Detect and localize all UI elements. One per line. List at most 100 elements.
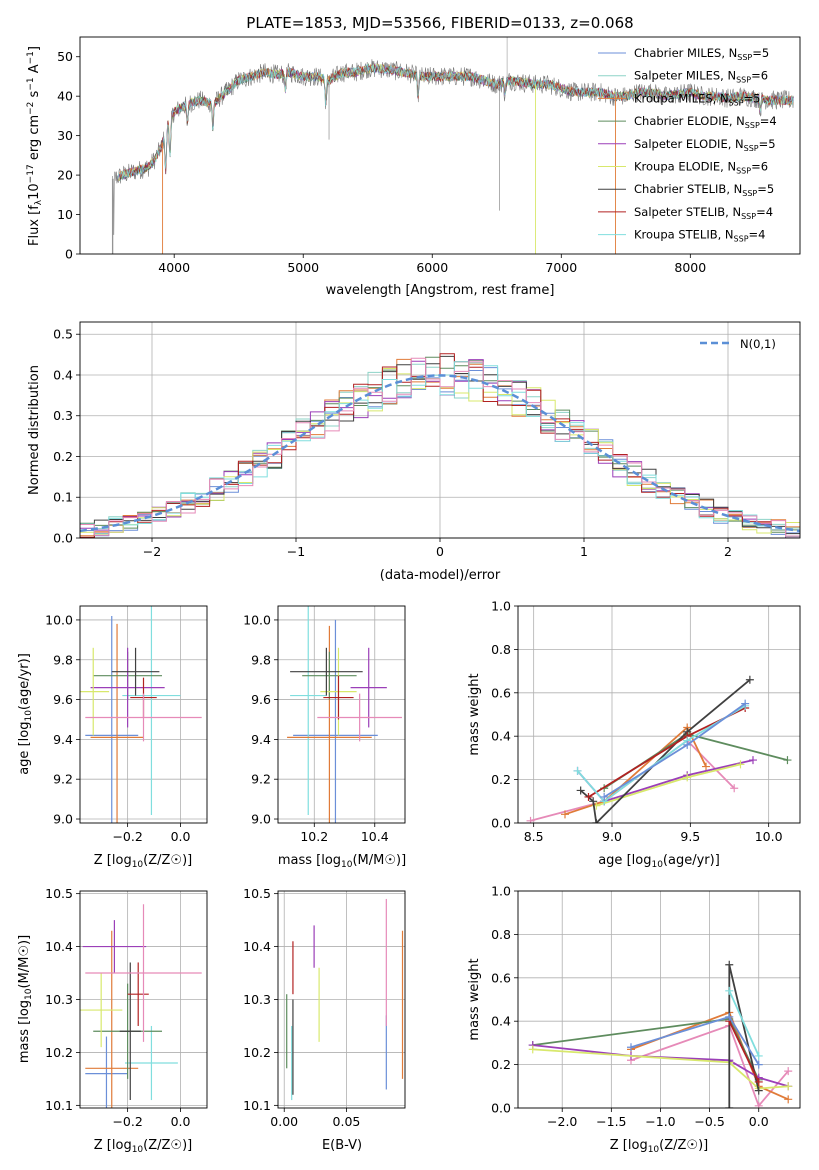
axes-frame — [79, 605, 208, 824]
grid-lines — [278, 606, 405, 823]
x-axis-label: Z [log10(Z/Z☉)] — [94, 853, 192, 870]
y-tick-label: 1.0 — [491, 884, 511, 899]
y-tick-label: 0.8 — [491, 927, 511, 942]
y-tick-label: 0.0 — [491, 1101, 511, 1116]
y-tick-label: 9.6 — [251, 692, 271, 707]
y-tick-label: 10.1 — [243, 1098, 271, 1113]
x-axis-label: age [log10(age/yr)] — [598, 853, 720, 870]
y-tick-label: 9.4 — [251, 732, 271, 747]
age-vs-metallicity-panel: −0.2 0.0 9.0 9.2 9.4 9.6 9.8 10.0 Z [log10(Z/Z☉)… — [17, 605, 208, 870]
histogram-step-7 — [80, 353, 800, 538]
x-tick-label: −0.2 — [112, 829, 142, 844]
y-tick-label: 10.4 — [243, 939, 271, 954]
weight-vs-metallicity-panel: −2.0 −1.5 −1.0 −0.5 0.0 0.0 0.2 0.4 0.6 0.8 1.0 mas… — [467, 884, 801, 1155]
legend: Chabrier MILES, NSSP=5 Salpeter MILES, NS… — [598, 46, 777, 244]
x-tick-label: 4000 — [158, 260, 190, 275]
y-tick-label: 50 — [57, 49, 73, 64]
y-tick-label: 0.0 — [491, 816, 511, 831]
spectrum-panel: 4000 5000 6000 7000 8000 0 10 20 30 40 50 Chabrier … — [26, 36, 801, 298]
plot-area — [528, 960, 793, 1108]
weight-marker — [576, 786, 585, 795]
legend-entry-2: Kroupa MILES, NSSP=5 — [634, 91, 760, 107]
y-tick-label: 0.4 — [53, 367, 73, 382]
y-axis-label: mass [log10(M/M☉)] — [17, 935, 34, 1063]
x-tick-label: 0 — [436, 544, 444, 559]
y-tick-label: 10.4 — [45, 939, 73, 954]
y-tick-label: 0.2 — [491, 772, 511, 787]
x-axis-label: (data-model)/error — [380, 568, 501, 583]
x-axis-label: Z [log10(Z/Z☉)] — [94, 1138, 192, 1155]
y-tick-label: 10 — [57, 207, 73, 222]
x-tick-label: 1 — [580, 544, 588, 559]
y-tick-label: 0.2 — [491, 1057, 511, 1072]
axes-frame — [517, 890, 801, 1109]
weight-marker — [526, 816, 535, 823]
x-tick-label: −0.2 — [112, 1114, 142, 1129]
x-tick-label: −1.5 — [596, 1114, 626, 1129]
legend-entry-8: Kroupa STELIB, NSSP=4 — [634, 228, 765, 244]
weight-line-6 — [728, 1020, 760, 1083]
weight-marker — [745, 675, 754, 684]
weight-marker — [626, 1043, 635, 1052]
model-line-7 — [119, 63, 794, 178]
grid-lines — [278, 891, 405, 1108]
y-tick-label: 0.4 — [491, 729, 511, 744]
weight-marker — [725, 986, 734, 995]
mass-vs-extinction-panel: 0.00 0.05 10.1 10.2 10.3 10.4 10.5 E(B-V) — [243, 886, 406, 1153]
weight-line-4 — [532, 1048, 789, 1090]
axes-frame — [517, 605, 801, 824]
weight-marker — [725, 1012, 734, 1021]
y-tick-label: 10.2 — [45, 1045, 73, 1060]
y-tick-label: 9.0 — [251, 812, 271, 827]
y-tick-label: 9.6 — [53, 692, 73, 707]
x-tick-label: 0.0 — [171, 1114, 191, 1129]
weight-marker — [784, 1082, 793, 1091]
weight-marker — [730, 784, 739, 793]
y-tick-label: 10.3 — [243, 992, 271, 1007]
y-tick-label: 10.0 — [45, 612, 73, 627]
y-tick-label: 9.2 — [251, 772, 271, 787]
model-line-6 — [119, 64, 794, 180]
axes-frame — [277, 605, 406, 824]
weight-marker — [528, 1045, 537, 1054]
y-tick-label: 0.8 — [491, 642, 511, 657]
y-tick-label: 10.1 — [45, 1098, 73, 1113]
x-tick-label: −2.0 — [547, 1114, 577, 1129]
plot-area — [80, 904, 202, 1108]
legend-entry-0: Chabrier MILES, NSSP=5 — [634, 46, 769, 62]
x-tick-label: 9.0 — [602, 829, 622, 844]
grid-lines — [518, 890, 800, 1109]
x-tick-label: 10.0 — [755, 829, 783, 844]
plot-area — [526, 675, 792, 823]
weight-marker — [584, 792, 593, 801]
weight-marker — [573, 766, 582, 775]
x-axis-label: wavelength [Angstrom, rest frame] — [326, 283, 555, 298]
weight-marker — [600, 792, 609, 801]
x-tick-label: 7000 — [545, 260, 577, 275]
weight-marker — [725, 960, 734, 969]
y-axis-label: age [log10(age/yr)] — [17, 653, 34, 775]
y-tick-label: 20 — [57, 168, 73, 183]
y-axis-label: Normed distribution — [27, 365, 42, 495]
weight-marker — [683, 773, 692, 782]
weight-marker — [754, 1060, 763, 1069]
plot-area — [80, 353, 800, 538]
x-tick-label: 8000 — [674, 260, 706, 275]
axes-frame — [79, 36, 801, 255]
x-tick-label: 0.05 — [333, 1114, 361, 1129]
weight-marker — [589, 797, 598, 806]
x-axis-label: mass [log10(M/M☉)] — [278, 853, 406, 870]
weight-marker — [754, 1086, 763, 1095]
y-tick-label: 10.2 — [243, 1045, 271, 1060]
plot-area — [80, 606, 202, 823]
x-axis-label: E(B-V) — [322, 1138, 362, 1153]
x-tick-label: 0.0 — [171, 829, 191, 844]
axes-frame — [277, 890, 406, 1109]
mass-vs-metallicity-panel: −0.2 0.0 10.1 10.2 10.3 10.4 10.5 Z [log10(Z/Z☉… — [17, 886, 208, 1155]
x-tick-label: 6000 — [416, 260, 448, 275]
weight-marker — [702, 762, 710, 771]
weight-line-1 — [564, 726, 707, 816]
y-tick-label: 9.2 — [53, 772, 73, 787]
y-tick-label: 0.6 — [491, 685, 511, 700]
y-tick-label: 10.5 — [243, 886, 271, 901]
